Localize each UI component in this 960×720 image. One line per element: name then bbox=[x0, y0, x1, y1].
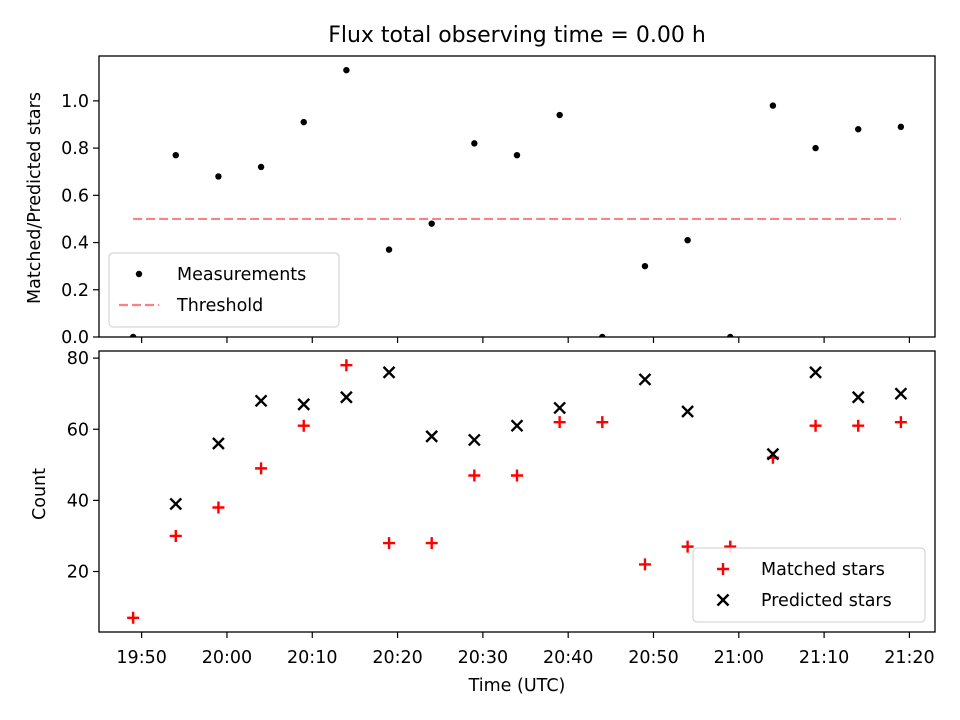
x-tick-label: 20:50 bbox=[628, 648, 678, 668]
data-point bbox=[129, 333, 137, 337]
data-point bbox=[681, 540, 694, 553]
legend-label: Measurements bbox=[177, 265, 306, 285]
data-point bbox=[638, 558, 651, 571]
data-point bbox=[553, 416, 566, 429]
data-point bbox=[855, 126, 862, 133]
data-point bbox=[513, 151, 521, 159]
bottom-y-axis-label: Count bbox=[30, 468, 50, 520]
x-tick-label: 21:10 bbox=[799, 648, 849, 668]
x-tick-label: 21:00 bbox=[714, 648, 764, 668]
data-point bbox=[681, 405, 694, 418]
plot-frame bbox=[98, 55, 936, 338]
y-tick-label: 60 bbox=[67, 420, 89, 440]
data-point bbox=[127, 611, 140, 624]
data-point bbox=[809, 365, 822, 379]
y-tick-label: 20 bbox=[67, 563, 89, 583]
data-point bbox=[684, 236, 691, 244]
y-tick-label: 0.4 bbox=[61, 234, 89, 254]
data-point bbox=[727, 333, 734, 337]
data-point bbox=[599, 333, 606, 337]
x-tick-label: 21:20 bbox=[884, 648, 934, 668]
data-points bbox=[127, 359, 908, 624]
data-point bbox=[212, 437, 225, 450]
top-y-axis-label: Matched/Predicted stars bbox=[25, 92, 45, 304]
data-point bbox=[812, 144, 819, 152]
x-tick-label: 20:10 bbox=[287, 648, 337, 668]
legend-label: Threshold bbox=[176, 296, 263, 316]
data-point bbox=[383, 537, 396, 550]
data-point bbox=[382, 365, 396, 379]
data-point bbox=[257, 163, 265, 171]
y-tick-label: 1.0 bbox=[61, 92, 89, 112]
y-tick-label: 0.2 bbox=[61, 281, 89, 301]
data-point bbox=[169, 529, 182, 542]
data-point bbox=[852, 419, 865, 432]
data-point bbox=[769, 102, 777, 109]
chart-title: Flux total observing time = 0.00 h bbox=[328, 23, 706, 48]
data-point bbox=[385, 246, 393, 253]
data-point bbox=[255, 462, 268, 475]
data-point bbox=[172, 151, 179, 159]
data-point bbox=[766, 447, 780, 461]
data-point bbox=[556, 111, 563, 119]
x-tick-label: 19:50 bbox=[116, 648, 166, 668]
data-point bbox=[641, 262, 649, 270]
data-point bbox=[511, 469, 523, 482]
y-tick-label: 0.0 bbox=[61, 328, 89, 348]
plot-frame bbox=[98, 350, 936, 633]
y-tick-label: 80 bbox=[67, 349, 89, 369]
data-point bbox=[215, 173, 222, 180]
legend-box bbox=[108, 252, 340, 328]
y-tick-label: 40 bbox=[67, 491, 89, 511]
data-point bbox=[894, 387, 908, 401]
data-point bbox=[428, 220, 435, 227]
data-point bbox=[212, 501, 225, 514]
legend: Measurements Threshold bbox=[108, 252, 340, 328]
data-point bbox=[596, 416, 609, 429]
data-point bbox=[297, 398, 311, 411]
data-point bbox=[340, 390, 353, 404]
data-point bbox=[254, 394, 268, 408]
data-point bbox=[471, 140, 478, 147]
bottom-panel-counts: 20 40 60 80 19:50 20:00 20:10 20:20 20:30 20:40 20… bbox=[67, 349, 936, 668]
top-panel-ratio: 0.0 0.2 0.4 0.6 0.8 1.0 Measurements Threshold bbox=[61, 55, 936, 348]
data-point bbox=[425, 430, 439, 443]
legend-marker-swatch bbox=[717, 563, 729, 575]
legend-marker-swatch bbox=[716, 593, 730, 607]
data-point bbox=[297, 419, 310, 432]
data-point bbox=[169, 497, 183, 511]
data-point bbox=[468, 469, 481, 482]
data-point bbox=[894, 416, 907, 429]
x-tick-label: 20:40 bbox=[543, 648, 593, 668]
y-tick-label: 0.8 bbox=[61, 139, 89, 159]
x-tick-label: 20:30 bbox=[458, 648, 508, 668]
data-point bbox=[300, 118, 307, 126]
x-axis-label: Time (UTC) bbox=[468, 676, 566, 696]
data-points bbox=[129, 66, 905, 337]
x-tick-label: 20:20 bbox=[372, 648, 422, 668]
data-point bbox=[897, 123, 905, 131]
data-point bbox=[851, 390, 865, 404]
data-point bbox=[638, 373, 652, 386]
data-point bbox=[510, 419, 524, 433]
data-point bbox=[809, 419, 822, 432]
legend-box bbox=[692, 547, 926, 623]
data-point bbox=[340, 359, 353, 372]
data-point bbox=[425, 537, 438, 550]
legend: Matched stars Predicted stars bbox=[692, 547, 926, 623]
data-point bbox=[343, 66, 350, 74]
legend-label: Predicted stars bbox=[761, 591, 892, 611]
data-point bbox=[553, 401, 567, 415]
legend-label: Matched stars bbox=[761, 560, 885, 580]
data-point bbox=[467, 433, 481, 447]
y-tick-label: 0.6 bbox=[61, 186, 89, 206]
x-tick-label: 20:00 bbox=[202, 648, 252, 668]
legend-marker-swatch bbox=[135, 270, 143, 278]
